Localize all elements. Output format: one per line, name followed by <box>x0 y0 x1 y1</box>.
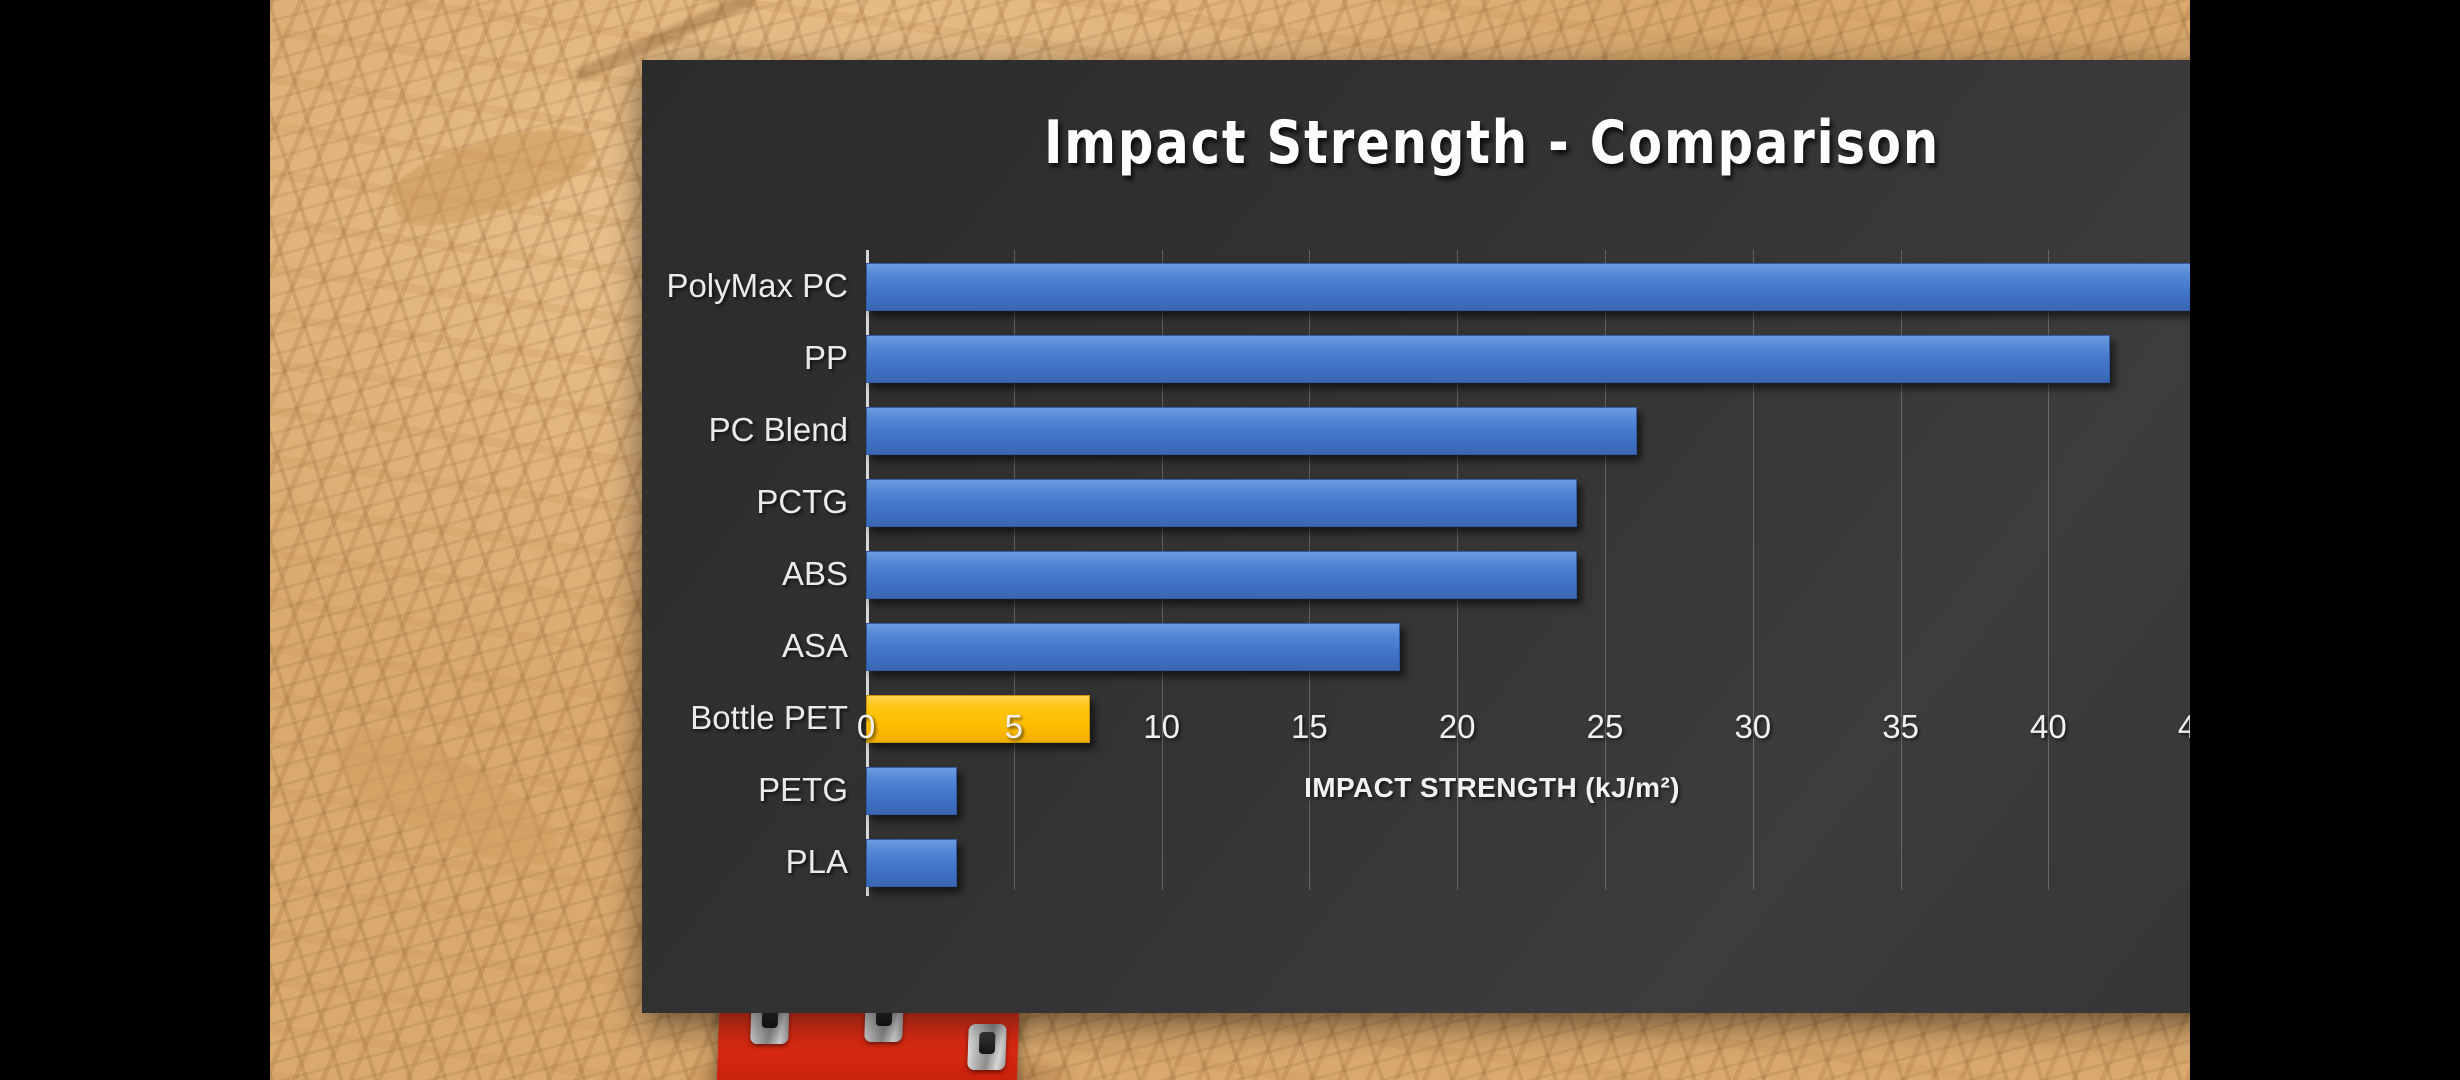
bolt-icon <box>967 1024 1007 1070</box>
category-label: PP <box>803 339 848 376</box>
bar[interactable] <box>866 767 957 815</box>
x-tick-label: 10 <box>1143 708 1180 745</box>
bar-row <box>866 754 2190 826</box>
bar-row <box>866 682 2190 754</box>
category-label: PETG <box>758 771 848 808</box>
category-label: PC Blend <box>708 411 848 448</box>
bar-row <box>866 250 2190 322</box>
video-frame: Impact Strength - Comparison PolyMax PC P… <box>270 0 2190 1080</box>
bar[interactable] <box>866 623 1401 671</box>
bar-highlighted[interactable] <box>866 695 1090 743</box>
chart-title: Impact Strength - Comparison <box>1043 108 1941 178</box>
bar-row <box>866 322 2190 394</box>
bar-row <box>866 466 2190 538</box>
plot-area <box>866 250 2190 896</box>
x-tick-label: 45 <box>2177 708 2190 745</box>
bar-row <box>866 610 2190 682</box>
category-axis-labels: PolyMax PC PP PC Blend PCTG ABS ASA Bottle PET… <box>642 250 866 890</box>
x-tick-label: 15 <box>1291 708 1328 745</box>
gridline <box>1900 250 1902 890</box>
x-tick-label: 5 <box>1004 708 1023 745</box>
bar[interactable] <box>866 335 2110 383</box>
x-tick-label: 20 <box>1438 708 1476 745</box>
gridline <box>2048 250 2050 890</box>
bar[interactable] <box>866 407 1637 455</box>
category-label: ASA <box>781 627 848 664</box>
value-axis-ticks: 05101520253035404550 <box>857 708 2190 766</box>
bar[interactable] <box>866 263 2190 311</box>
x-tick-label: 0 <box>856 708 876 745</box>
bar[interactable] <box>866 479 1578 527</box>
bar-row <box>866 394 2190 466</box>
category-label: Bottle PET <box>690 699 848 736</box>
bar[interactable] <box>866 551 1578 599</box>
impact-test-fixture <box>716 996 1020 1080</box>
plot-area-wrapper: PolyMax PC PP PC Blend PCTG ABS ASA Bottle PET… <box>642 250 2190 930</box>
category-label: PolyMax PC <box>666 267 848 304</box>
x-tick-label: 25 <box>1586 708 1624 745</box>
bar-row <box>866 538 2190 610</box>
bar-row <box>866 826 2190 898</box>
category-label: ABS <box>781 555 848 592</box>
category-label: PCTG <box>756 483 848 520</box>
x-tick-label: 40 <box>2030 708 2067 745</box>
x-tick-label: 35 <box>1882 708 1919 745</box>
bar[interactable] <box>866 839 957 887</box>
category-label: PLA <box>785 843 848 880</box>
chart-panel: Impact Strength - Comparison PolyMax PC P… <box>642 60 2190 1013</box>
x-axis-title: IMPACT STRENGTH (kJ/m²) <box>1304 772 1680 803</box>
gridline <box>1752 250 1754 890</box>
x-tick-label: 30 <box>1734 708 1772 745</box>
gridline <box>1605 250 1606 890</box>
